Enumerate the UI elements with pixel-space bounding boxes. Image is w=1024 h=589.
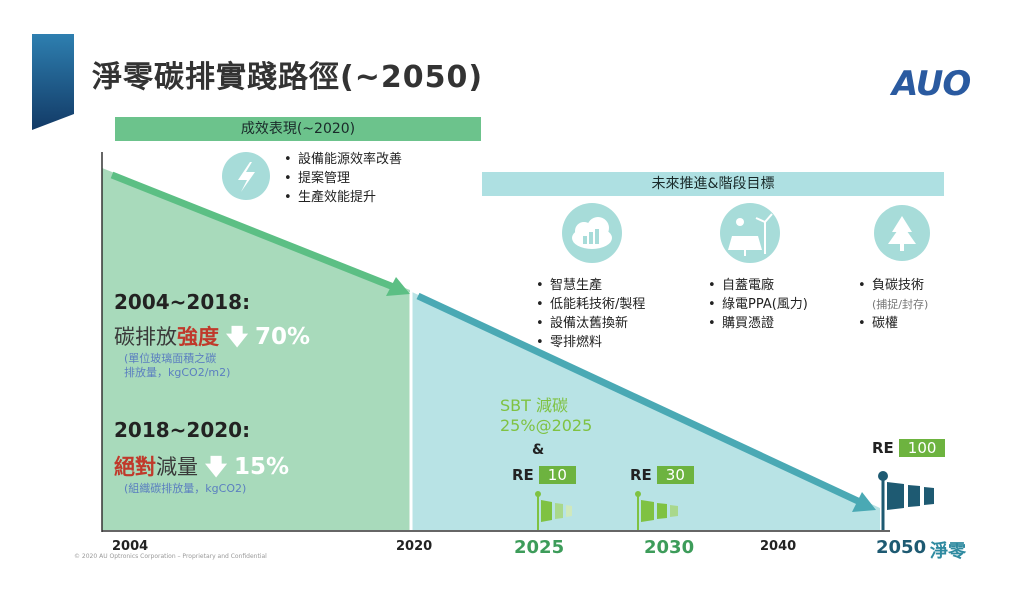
list-item: • 綠電PPA(風力) <box>708 297 808 312</box>
cloud-chart-icon <box>572 217 612 249</box>
period1-heading: 2004~2018: <box>114 290 251 314</box>
list-item: • 碳權 <box>858 316 899 331</box>
list-item: • 自蓋電廠 <box>708 278 775 293</box>
lightning-icon <box>238 162 255 192</box>
banner-achieved: 成效表現(~2020) <box>115 117 481 141</box>
period2-percent: 15% <box>234 454 290 480</box>
re-value-badge: 30 <box>656 466 694 484</box>
axis-label-2050: 2050 <box>876 537 927 558</box>
period1-label: 碳排放 <box>114 325 177 349</box>
period1-label-emphasis: 強度 <box>177 325 219 349</box>
list-item: • 生產效能提升 <box>284 190 377 205</box>
period2-heading: 2018~2020: <box>114 418 251 442</box>
down-arrow-icon: 🡇 <box>225 325 249 350</box>
achieved-region <box>102 168 410 530</box>
net-zero-label: 淨零 <box>930 541 966 562</box>
sbt-value: 25%@2025 <box>500 416 593 435</box>
trend-arrow-achieved-head <box>386 277 410 296</box>
down-arrow-icon: 🡇 <box>204 455 228 480</box>
list-item: • 智慧生產 <box>536 278 603 293</box>
re-target-2030: RE 30 <box>630 466 694 484</box>
re100-windsock-icon <box>878 471 934 530</box>
re-target-2050: RE 100 <box>872 439 946 457</box>
banner-future: 未來推進&階段目標 <box>482 172 944 196</box>
solar-wind-icon-circle <box>720 203 780 263</box>
future-group-3: • 負碳技術 (捕捉/封存) • 碳權 <box>858 276 928 333</box>
list-item: • 零排燃料 <box>536 335 603 350</box>
auo-logo: AUO <box>892 64 971 104</box>
period2-note: (組織碳排放量，kgCO2) <box>124 482 247 495</box>
trend-arrow-future-head <box>852 492 876 512</box>
list-item-sub: (捕捉/封存) <box>872 298 929 311</box>
period2-label: 減量 <box>156 455 198 479</box>
tree-icon <box>888 216 916 251</box>
re10-windsock-icon <box>535 491 572 530</box>
trend-arrow-achieved <box>110 171 398 292</box>
list-item: • 負碳技術 <box>858 278 925 293</box>
list-item: • 提案管理 <box>284 171 351 186</box>
period2-metric: 絕對減量 🡇 15% <box>114 450 289 488</box>
list-item: • 設備能源效率改善 <box>284 152 403 167</box>
solar-wind-icon <box>728 213 773 256</box>
future-group-1: • 智慧生產 • 低能耗技術/製程 • 設備汰舊換新 • 零排燃料 <box>536 276 645 352</box>
future-group-2: • 自蓋電廠 • 綠電PPA(風力) • 購買憑證 <box>708 276 808 333</box>
sbt-and: & <box>532 442 545 458</box>
axis-label-2040: 2040 <box>760 539 797 554</box>
list-item: • 購買憑證 <box>708 316 775 331</box>
copyright: © 2020 AU Optronics Corporation – Propri… <box>74 553 267 560</box>
re-value-badge: 10 <box>538 466 576 484</box>
axis-label-2030: 2030 <box>644 537 695 558</box>
achieved-list: • 設備能源效率改善 • 提案管理 • 生產效能提升 <box>284 150 402 207</box>
list-item: • 設備汰舊換新 <box>536 316 629 331</box>
re-value-badge: 100 <box>898 439 946 457</box>
sbt-target: SBT 減碳 25%@2025 <box>500 396 592 436</box>
page-title: 淨零碳排實踐路徑(~2050) <box>92 60 484 95</box>
re-target-2025: RE 10 <box>512 466 576 484</box>
period1-note: (單位玻璃面積之碳 排放量，kgCO2/m2) <box>124 352 231 379</box>
period2-label-emphasis: 絕對 <box>114 455 156 479</box>
re30-windsock-icon <box>635 491 678 530</box>
axis-label-2020: 2020 <box>396 539 433 554</box>
period1-percent: 70% <box>255 324 311 350</box>
axis-label-2025: 2025 <box>514 537 565 558</box>
axis-label-2004: 2004 <box>112 539 149 554</box>
corner-decoration <box>32 34 74 130</box>
list-item: • 低能耗技術/製程 <box>536 297 646 312</box>
trend-arrow-future <box>416 292 862 506</box>
period1-metric: 碳排放強度 🡇 70% <box>114 320 310 358</box>
sbt-label: SBT 減碳 <box>500 396 568 415</box>
